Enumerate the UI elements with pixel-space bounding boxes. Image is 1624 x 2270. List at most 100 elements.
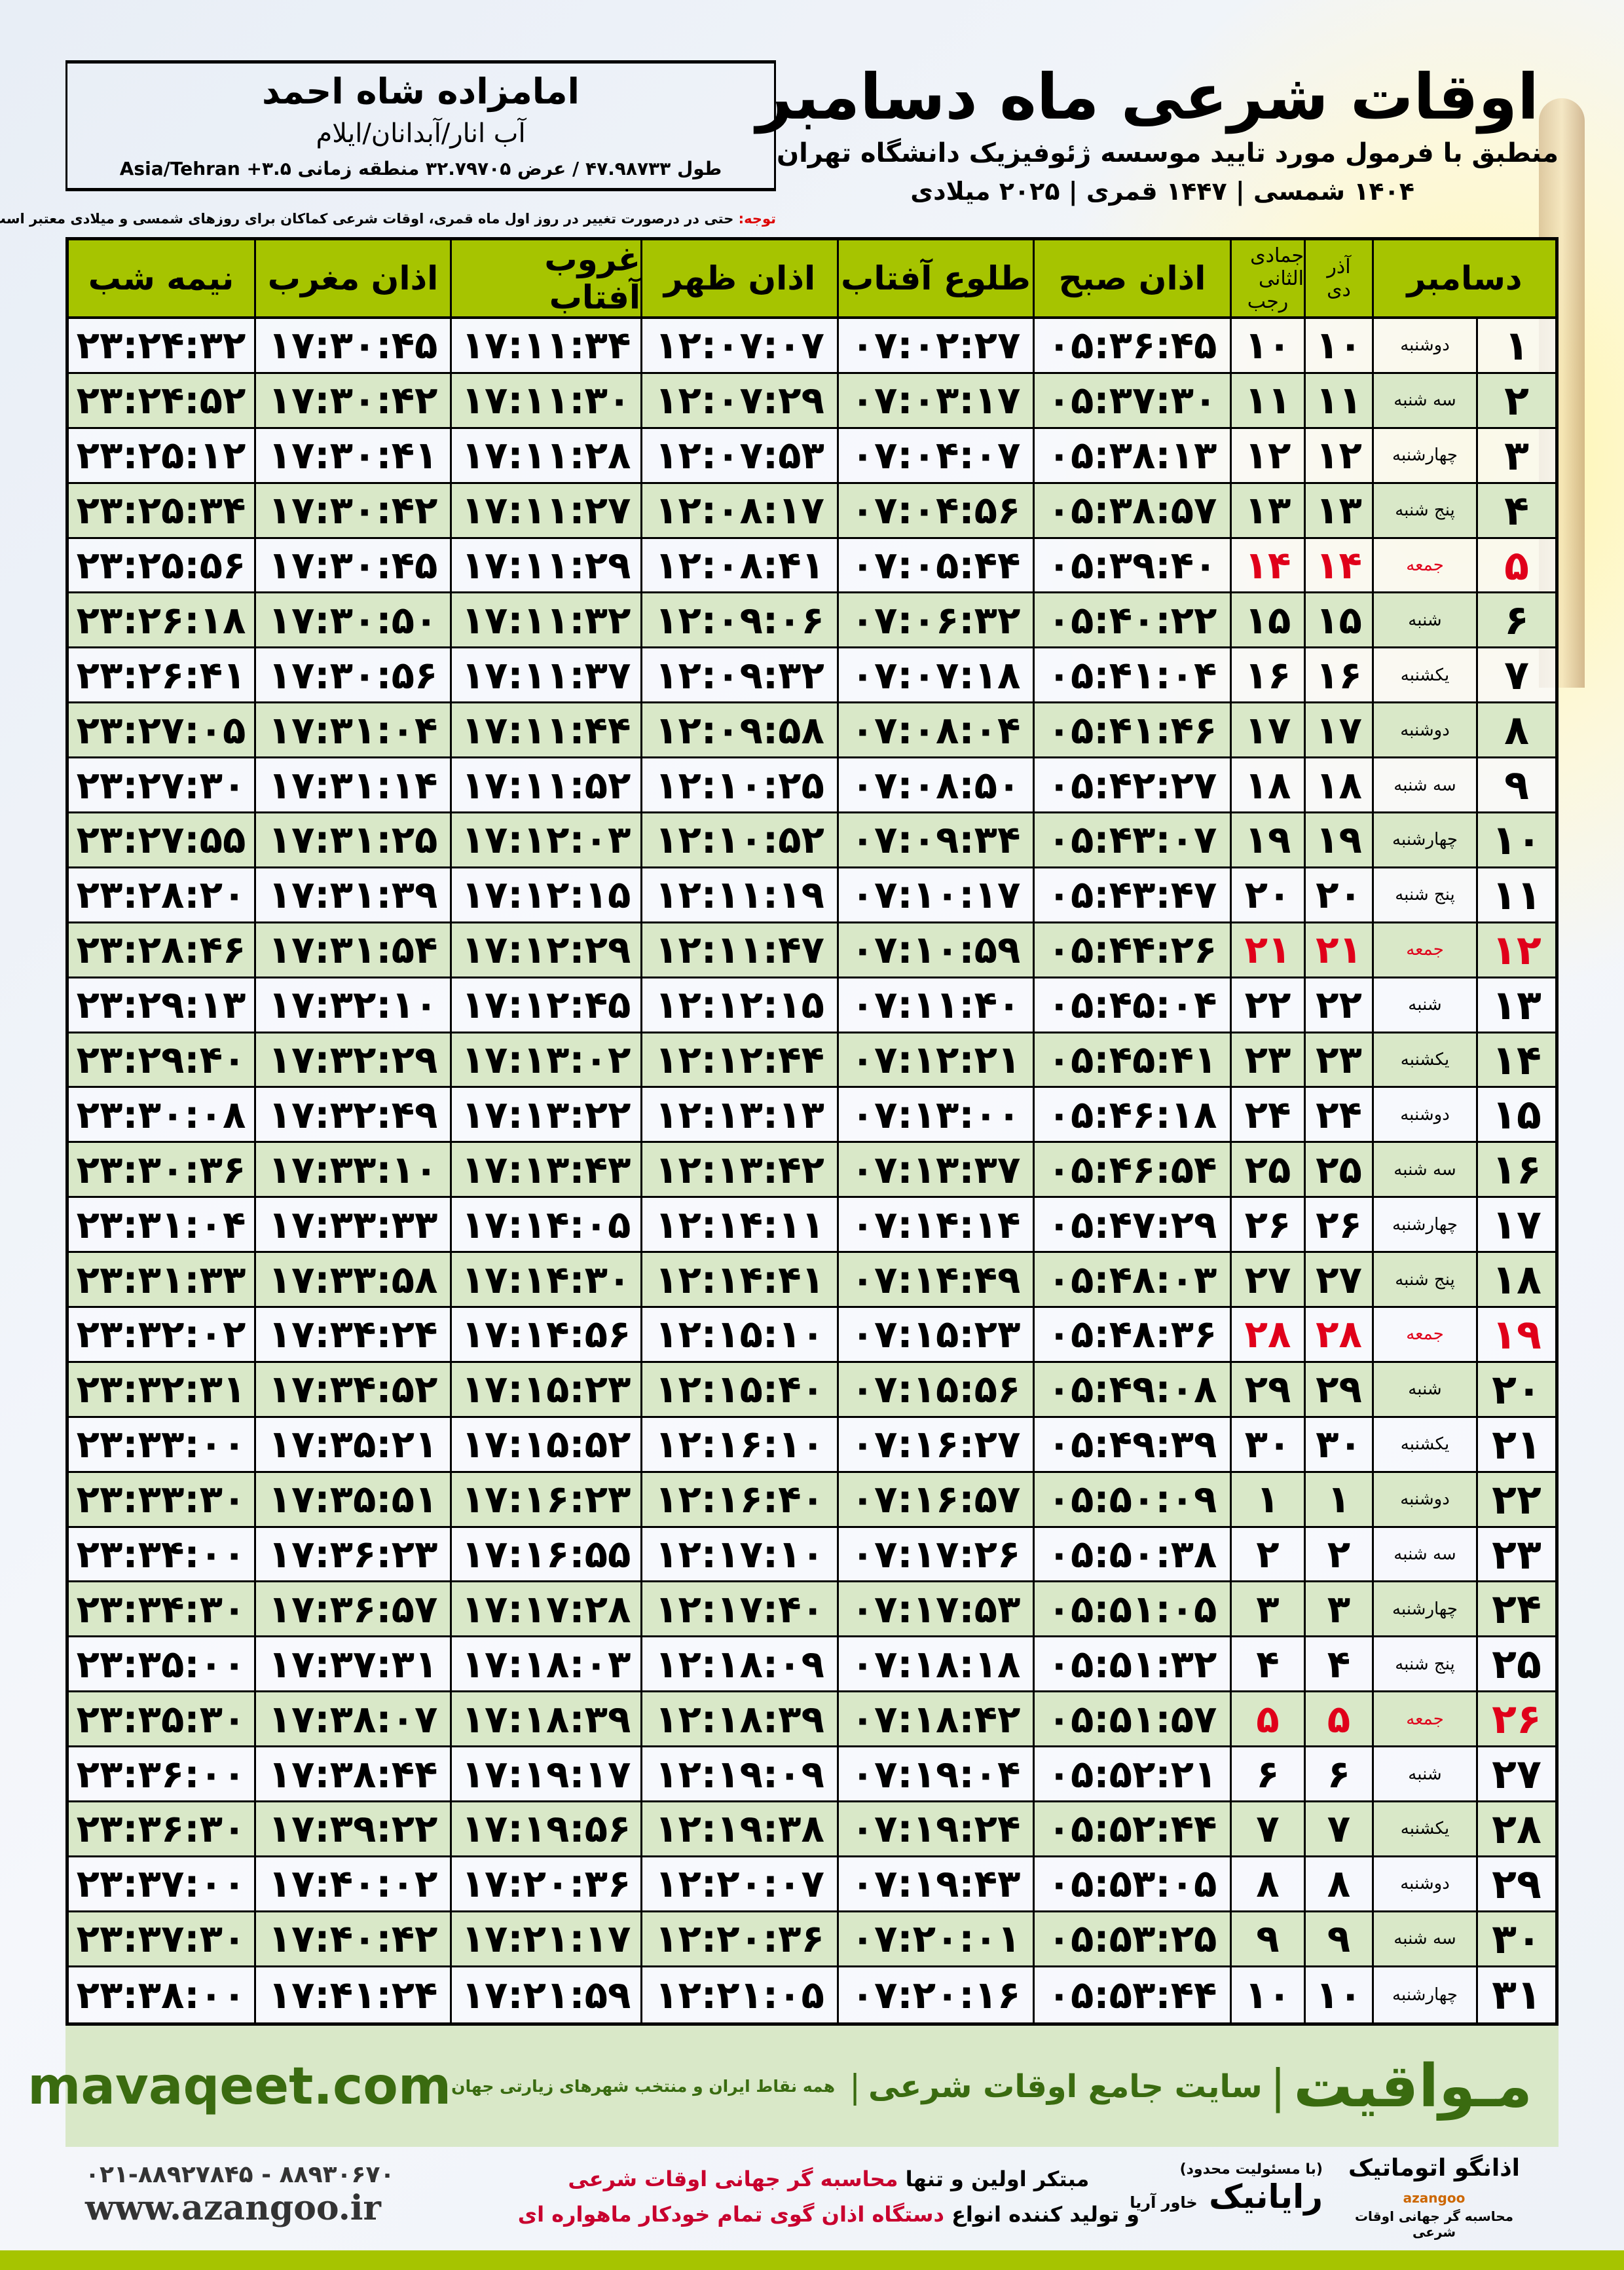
- sobh-time: ۰۵:۵۳:۰۵: [1033, 1857, 1230, 1910]
- zohr-time: ۱۲:۱۹:۳۸: [640, 1802, 837, 1855]
- tolu-time: ۰۷:۱۰:۱۷: [837, 868, 1033, 921]
- maghreb-time: ۱۷:۳۳:۵۸: [254, 1253, 450, 1307]
- mavaqeet-banner: مـواقیت | سایت جامع اوقات شرعی | همه نقا…: [28, 2026, 1559, 2147]
- hijri-day: ۲۲: [1230, 978, 1304, 1032]
- hijri-day: ۹: [1230, 1912, 1304, 1965]
- hijri-day: ۱۲: [1230, 428, 1304, 482]
- weekday: یکشنبه: [1372, 648, 1476, 702]
- contact-info: ۰۲۱-۸۸۹۲۷۸۴۵ - ۸۸۹۳۰۶۷۰ www.azangoo.ir: [85, 2161, 394, 2228]
- nime-time: ۲۳:۲۵:۳۴: [76, 488, 246, 533]
- sobh-time: ۰۵:۵۰:۳۸: [1033, 1527, 1230, 1581]
- sobh-time: ۰۵:۴۰:۲۲: [1033, 593, 1230, 647]
- zohr-time: ۱۲:۰۹:۵۸: [640, 703, 837, 757]
- shamsi-day: ۲۸: [1304, 1308, 1372, 1361]
- header-maghreb: اذان مغرب: [254, 240, 450, 316]
- day-number: ۲۳: [1476, 1527, 1555, 1581]
- maghreb-time: ۱۷:۳۰:۴۲: [254, 483, 450, 537]
- ghoroob-time: ۱۷:۱۱:۴۴: [450, 703, 640, 757]
- table-row: ۹ سه شنبه ۱۸ ۱۸ ۰۵:۴۲:۲۷ ۰۷:۰۸:۵۰ ۱۲:۱۰:۲۵ ۱۷:۱…: [69, 758, 1555, 814]
- tolu-time: ۰۷:۱۹:۰۴: [837, 1747, 1033, 1801]
- tolu-time: ۰۷:۱۸:۱۸: [837, 1637, 1033, 1691]
- prayer-times-table: دسامبر آذر دی جمادی الثانی رجب اذان صبح طل…: [65, 237, 1559, 2026]
- maghreb-time: ۱۷:۳۲:۲۹: [254, 1033, 450, 1087]
- day-number: ۲۱: [1476, 1417, 1555, 1471]
- shamsi-day: ۱۸: [1304, 758, 1372, 812]
- maghreb-time: ۱۷:۳۱:۰۴: [254, 703, 450, 757]
- day-number: ۲۴: [1476, 1582, 1555, 1636]
- day-number: ۲۹: [1476, 1857, 1555, 1910]
- ghoroob-time: ۱۷:۱۸:۳۹: [450, 1692, 640, 1746]
- weekday: چهارشنبه: [1372, 1967, 1476, 2022]
- azangoo-logo: اذانگو اتوماتیک azangoo محاسبه گر جهانی ا…: [1336, 2155, 1532, 2240]
- zohr-time: ۱۲:۱۹:۰۹: [640, 1747, 837, 1801]
- sobh-time: ۰۵:۵۲:۴۴: [1033, 1802, 1230, 1855]
- tolu-time: ۰۷:۰۸:۰۴: [837, 703, 1033, 757]
- day-number: ۳: [1476, 428, 1555, 482]
- maghreb-time: ۱۷:۳۱:۵۴: [254, 923, 450, 977]
- tolu-time: ۰۷:۰۷:۱۸: [837, 648, 1033, 702]
- nime-time: ۲۳:۳۸:۰۰: [76, 1972, 246, 2017]
- maghreb-time: ۱۷:۴۱:۲۴: [254, 1967, 450, 2022]
- shamsi-day: ۵: [1304, 1692, 1372, 1746]
- day-number: ۱: [1476, 319, 1555, 372]
- maghreb-time: ۱۷:۳۰:۴۱: [254, 428, 450, 482]
- maghreb-time: ۱۷:۳۰:۴۵: [254, 538, 450, 592]
- sobh-time: ۰۵:۵۲:۲۱: [1033, 1747, 1230, 1801]
- sobh-time: ۰۵:۵۱:۵۷: [1033, 1692, 1230, 1746]
- slogan-line1-b: محاسبه گر جهانی اوقات شرعی: [568, 2167, 898, 2191]
- shamsi-day: ۲۹: [1304, 1362, 1372, 1416]
- nime-time: ۲۳:۲۷:۵۵: [76, 817, 246, 863]
- table-row: ۱۲ جمعه ۲۱ ۲۱ ۰۵:۴۴:۲۶ ۰۷:۱۰:۵۹ ۱۲:۱۱:۴۷ ۱۷:۱۲:…: [69, 923, 1555, 978]
- tolu-time: ۰۷:۰۵:۴۴: [837, 538, 1033, 592]
- table-row: ۱۳ شنبه ۲۲ ۲۲ ۰۵:۴۵:۰۴ ۰۷:۱۱:۴۰ ۱۲:۱۲:۱۵ ۱۷:۱۲:…: [69, 978, 1555, 1033]
- sobh-time: ۰۵:۴۶:۵۴: [1033, 1143, 1230, 1197]
- ghoroob-time: ۱۷:۱۴:۳۰: [450, 1253, 640, 1307]
- rayanik-logo: (با مسئولیت محدود) رایانیک خاور آریا: [1130, 2161, 1323, 2216]
- ghoroob-time: ۱۷:۱۶:۲۳: [450, 1472, 640, 1526]
- tolu-time: ۰۷:۰۴:۵۶: [837, 483, 1033, 537]
- nime-time: ۲۳:۲۴:۳۲: [76, 323, 246, 368]
- tolu-time: ۰۷:۱۸:۴۲: [837, 1692, 1033, 1746]
- table-row: ۱۵ دوشنبه ۲۴ ۲۴ ۰۵:۴۶:۱۸ ۰۷:۱۳:۰۰ ۱۲:۱۳:۱۳ ۱۷:۱…: [69, 1088, 1555, 1144]
- header-month: دسامبر: [1372, 240, 1555, 316]
- sobh-time: ۰۵:۵۰:۰۹: [1033, 1472, 1230, 1526]
- shamsi-day: ۱۱: [1304, 373, 1372, 427]
- shamsi-day: ۱۲: [1304, 428, 1372, 482]
- shamsi-day: ۱۹: [1304, 813, 1372, 866]
- weekday: شنبه: [1372, 593, 1476, 647]
- nime-time: ۲۳:۳۰:۰۸: [76, 1092, 246, 1137]
- phone-numbers: ۰۲۱-۸۸۹۲۷۸۴۵ - ۸۸۹۳۰۶۷۰: [85, 2161, 395, 2188]
- weekday: جمعه: [1372, 538, 1476, 592]
- azangoo-website[interactable]: www.azangoo.ir: [85, 2188, 381, 2228]
- shamsi-day: ۶: [1304, 1747, 1372, 1801]
- zohr-time: ۱۲:۱۷:۴۰: [640, 1582, 837, 1636]
- table-row: ۱۶ سه شنبه ۲۵ ۲۵ ۰۵:۴۶:۵۴ ۰۷:۱۳:۳۷ ۱۲:۱۳:۴۲ ۱۷:…: [69, 1143, 1555, 1199]
- shamsi-day: ۱۵: [1304, 593, 1372, 647]
- table-row: ۴ پنج شنبه ۱۳ ۱۳ ۰۵:۳۸:۵۷ ۰۷:۰۴:۵۶ ۱۲:۰۸:۱۷ ۱۷:…: [69, 483, 1555, 539]
- site-link[interactable]: mavaqeet.com: [28, 2056, 452, 2116]
- table-row: ۲۸ یکشنبه ۷ ۷ ۰۵:۵۲:۴۴ ۰۷:۱۹:۲۴ ۱۲:۱۹:۳۸ ۱۷:۱۹:…: [69, 1802, 1555, 1857]
- maghreb-time: ۱۷:۳۷:۳۱: [254, 1637, 450, 1691]
- ghoroob-time: ۱۷:۱۱:۳۷: [450, 648, 640, 702]
- sponsor-slogan: مبتکر اولین و تنها محاسبه گر جهانی اوقات…: [518, 2161, 1139, 2232]
- nime-time: ۲۳:۲۵:۵۶: [76, 543, 246, 587]
- sobh-time: ۰۵:۵۳:۴۴: [1033, 1967, 1230, 2022]
- tolu-time: ۰۷:۱۴:۱۴: [837, 1198, 1033, 1252]
- tolu-time: ۰۷:۰۲:۲۷: [837, 319, 1033, 372]
- table-row: ۲۷ شنبه ۶ ۶ ۰۵:۵۲:۲۱ ۰۷:۱۹:۰۴ ۱۲:۱۹:۰۹ ۱۷:۱۹:۱۷…: [69, 1747, 1555, 1803]
- location-place: آب انار/آبدانان/ایلام: [316, 119, 526, 149]
- location-name: امامزاده شاه احمد: [261, 71, 580, 112]
- nime-time: ۲۳:۲۸:۲۰: [76, 872, 246, 918]
- shamsi-day: ۱۷: [1304, 703, 1372, 757]
- maghreb-time: ۱۷:۳۳:۱۰: [254, 1143, 450, 1197]
- sobh-time: ۰۵:۴۸:۰۳: [1033, 1253, 1230, 1307]
- sponsor-section: اذانگو اتوماتیک azangoo محاسبه گر جهانی ا…: [65, 2155, 1559, 2246]
- ghoroob-time: ۱۷:۱۳:۲۲: [450, 1088, 640, 1142]
- hijri-day: ۲۶: [1230, 1198, 1304, 1252]
- day-number: ۳۱: [1476, 1967, 1555, 2022]
- brand-slogan: سایت جامع اوقات شرعی: [868, 2068, 1263, 2105]
- hijri-day: ۱۳: [1230, 483, 1304, 537]
- shamsi-day: ۳۰: [1304, 1417, 1372, 1471]
- maghreb-time: ۱۷:۳۵:۲۱: [254, 1417, 450, 1471]
- rayanik-sub: خاور آریا: [1130, 2193, 1198, 2212]
